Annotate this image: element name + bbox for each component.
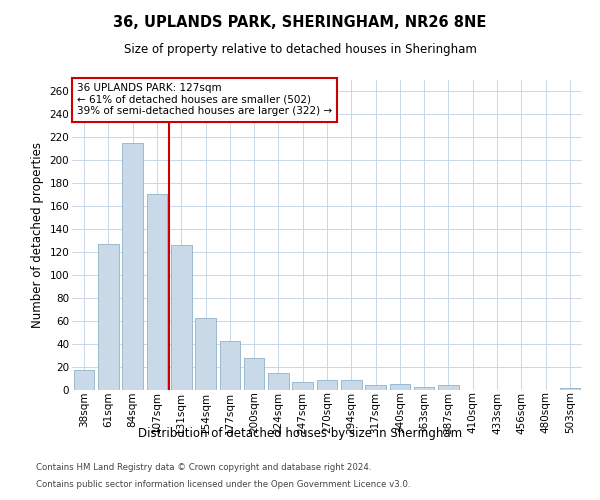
Text: 36, UPLANDS PARK, SHERINGHAM, NR26 8NE: 36, UPLANDS PARK, SHERINGHAM, NR26 8NE <box>113 15 487 30</box>
Text: Distribution of detached houses by size in Sheringham: Distribution of detached houses by size … <box>138 428 462 440</box>
Bar <box>341 380 362 390</box>
Y-axis label: Number of detached properties: Number of detached properties <box>31 142 44 328</box>
Text: Contains public sector information licensed under the Open Government Licence v3: Contains public sector information licen… <box>36 480 410 489</box>
Bar <box>171 246 191 390</box>
Bar <box>195 318 216 390</box>
Bar <box>98 244 119 390</box>
Bar <box>292 382 313 390</box>
Bar <box>414 386 434 390</box>
Bar <box>560 388 580 390</box>
Bar <box>244 358 265 390</box>
Bar <box>146 194 167 390</box>
Bar <box>438 386 459 390</box>
Text: Size of property relative to detached houses in Sheringham: Size of property relative to detached ho… <box>124 42 476 56</box>
Bar <box>389 384 410 390</box>
Bar <box>122 143 143 390</box>
Text: Contains HM Land Registry data © Crown copyright and database right 2024.: Contains HM Land Registry data © Crown c… <box>36 464 371 472</box>
Bar <box>317 380 337 390</box>
Bar <box>74 370 94 390</box>
Text: 36 UPLANDS PARK: 127sqm
← 61% of detached houses are smaller (502)
39% of semi-d: 36 UPLANDS PARK: 127sqm ← 61% of detache… <box>77 83 332 116</box>
Bar <box>268 373 289 390</box>
Bar <box>365 386 386 390</box>
Bar <box>220 340 240 390</box>
